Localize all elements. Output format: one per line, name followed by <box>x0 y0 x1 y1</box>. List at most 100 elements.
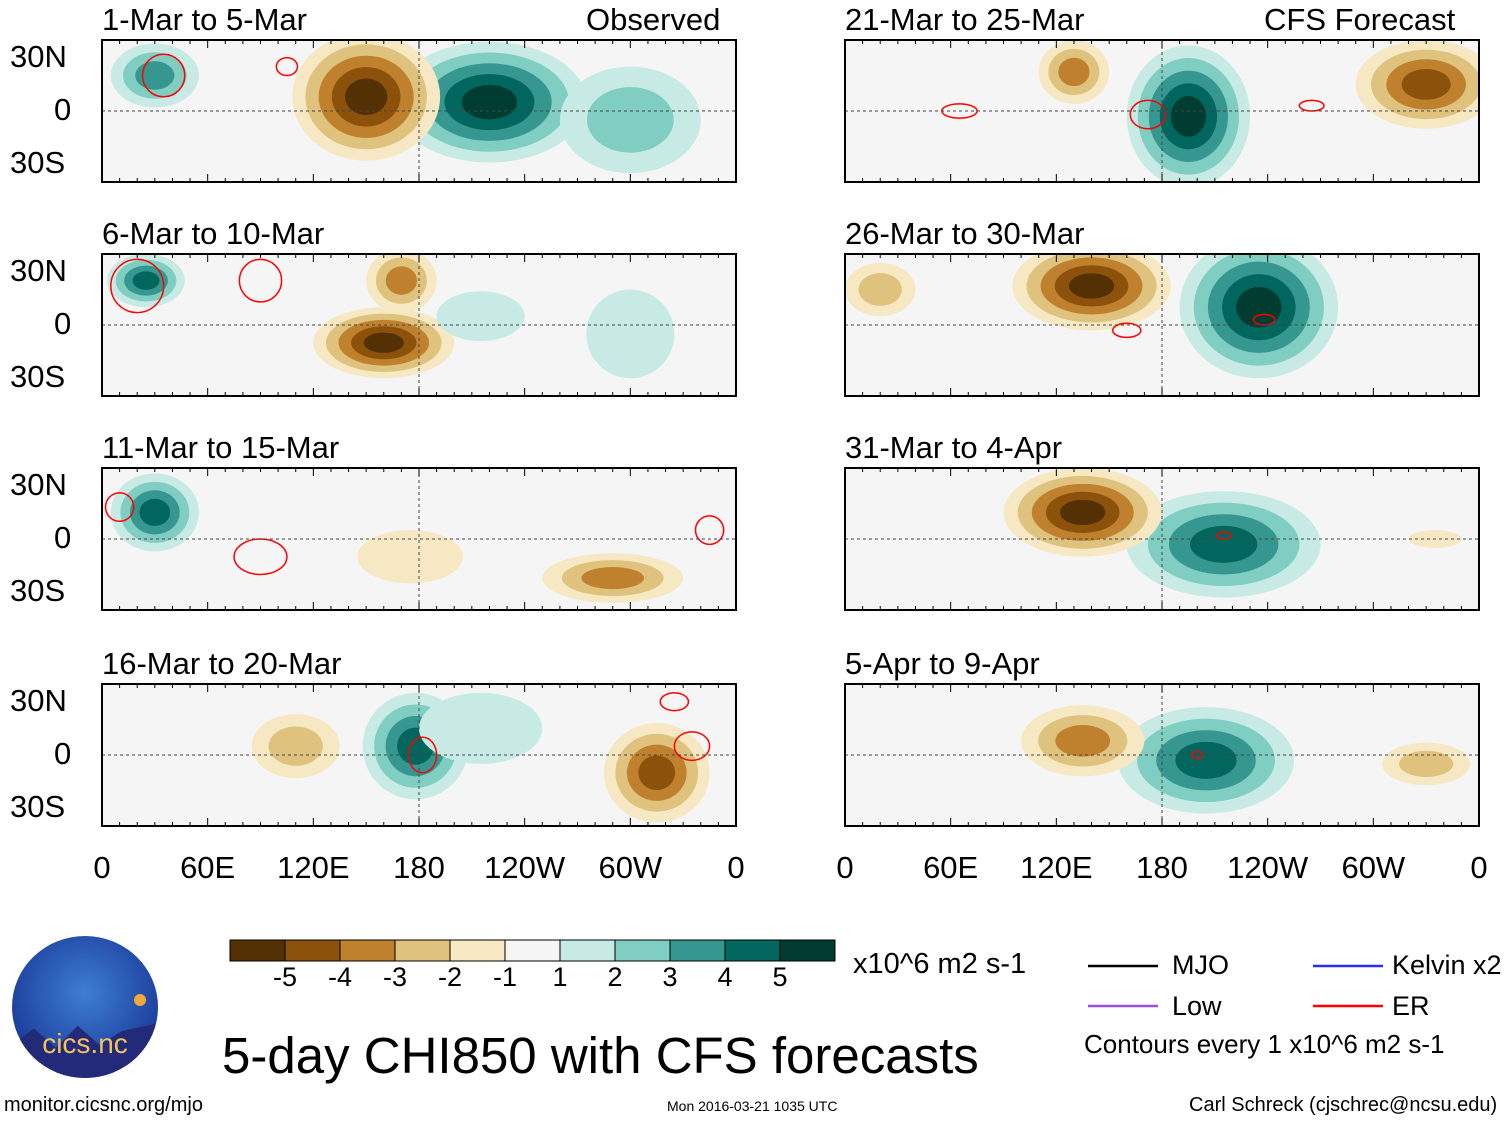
colorbar-swatch <box>559 939 616 962</box>
lat-tick-label: 30N <box>10 38 67 74</box>
er-contour <box>659 692 690 712</box>
map-panel <box>101 39 737 183</box>
er-contour <box>110 258 165 314</box>
colorbar-swatch <box>724 939 781 962</box>
er-contour <box>275 57 299 77</box>
anomaly-contour-fill <box>268 726 323 766</box>
legend-er-label: ER <box>1392 991 1430 1021</box>
colorbar-tick-label: -2 <box>437 962 463 992</box>
anomaly-contour-fill <box>638 755 676 791</box>
anomaly-contour-fill <box>419 692 543 764</box>
colorbar-tick-label: -4 <box>327 962 353 992</box>
colorbar-tick-label: -1 <box>492 962 518 992</box>
colorbar-swatch <box>779 939 836 962</box>
colorbar-swatch <box>449 939 506 962</box>
figure-title: 5-day CHI850 with CFS forecasts <box>222 1027 979 1084</box>
er-contour <box>141 53 186 98</box>
lat-tick-label: 0 <box>54 520 72 555</box>
map-panel <box>101 253 737 397</box>
map-panel <box>844 39 1480 183</box>
legend-kelvin-label: Kelvin x2 <box>1392 950 1502 980</box>
colorbar-swatch <box>339 939 396 962</box>
contour-note: Contours every 1 x10^6 m2 s-1 <box>1084 1029 1445 1059</box>
anomaly-contour-fill <box>581 567 645 590</box>
map-panel <box>101 467 737 611</box>
anomaly-contour-fill <box>1058 57 1090 87</box>
observed-label: Observed <box>586 2 721 37</box>
anomaly-contour-fill <box>1236 286 1282 328</box>
panel-title: 5-Apr to 9-Apr <box>845 646 1040 681</box>
er-contour <box>694 515 725 546</box>
anomaly-contour-fill <box>1175 741 1237 779</box>
lon-tick-label: 0 <box>727 850 745 885</box>
er-contour <box>1111 322 1142 339</box>
er-contour <box>1298 99 1325 112</box>
anomaly-contour-fill <box>1189 525 1258 563</box>
anomaly-contour-fill <box>1399 750 1454 777</box>
forecast-label: CFS Forecast <box>1264 2 1456 37</box>
colorbar-tick-label: 3 <box>662 962 678 992</box>
er-contour <box>104 492 135 522</box>
panel-title: 16-Mar to 20-Mar <box>102 646 342 681</box>
lat-tick-label: 0 <box>54 736 72 771</box>
anomaly-contour-fill <box>1060 499 1106 526</box>
lon-tick-label: 180 <box>393 850 445 885</box>
legend-mjo-label: MJO <box>1172 950 1229 980</box>
lat-tick-label: 30N <box>10 466 67 502</box>
anomaly-contour-fill <box>132 271 160 290</box>
anomaly-contour-fill <box>586 289 675 379</box>
anomaly-contour-fill <box>1068 273 1115 299</box>
colorbar-tick-label: 4 <box>717 962 733 992</box>
colorbar-swatch <box>669 939 726 962</box>
colorbar-swatch <box>504 939 561 962</box>
map-panel <box>101 683 737 827</box>
sun-icon <box>134 994 146 1006</box>
anomaly-contour-fill <box>357 530 464 584</box>
anomaly-contour-fill <box>385 266 418 295</box>
map-panel <box>844 683 1480 827</box>
lon-tick-label: 60W <box>1341 850 1406 885</box>
lon-tick-label: 120W <box>484 850 566 885</box>
lon-tick-label: 120E <box>277 850 350 885</box>
colorbar-swatch <box>394 939 451 962</box>
map-panel <box>844 253 1480 397</box>
anomaly-contour-fill <box>1055 725 1111 757</box>
anomaly-contour-fill <box>1401 68 1451 100</box>
panel-title: 31-Mar to 4-Apr <box>845 430 1063 465</box>
er-contour <box>673 731 711 762</box>
panel-title: 11-Mar to 15-Mar <box>102 430 340 465</box>
anomaly-contour-fill <box>586 87 674 153</box>
lat-tick-label: 30N <box>10 682 67 718</box>
panel-title: 6-Mar to 10-Mar <box>102 216 325 251</box>
colorbar-tick-label: 5 <box>772 962 788 992</box>
anomaly-contour-fill <box>1170 96 1207 137</box>
anomaly-contour-fill <box>461 84 518 120</box>
lon-tick-label: 0 <box>1470 850 1488 885</box>
footer-timestamp: Mon 2016-03-21 1035 UTC <box>667 1098 838 1114</box>
anomaly-contour-fill <box>363 332 404 353</box>
lat-tick-label: 30S <box>10 359 66 395</box>
lat-tick-label: 30N <box>10 252 67 288</box>
colorbar-tick-label: 1 <box>552 962 568 992</box>
colorbar-tick-label: -3 <box>382 962 408 992</box>
colorbar-swatch <box>614 939 671 962</box>
colorbar-swatch <box>229 939 286 962</box>
cicsnc-logo: cics.nc <box>12 936 158 1078</box>
lon-tick-label: 120E <box>1020 850 1093 885</box>
colorbar-tick-label: 2 <box>607 962 623 992</box>
er-contour <box>238 258 283 303</box>
map-panel <box>844 467 1480 611</box>
anomaly-contour-fill <box>135 61 175 90</box>
colorbar-unit: x10^6 m2 s-1 <box>853 948 1027 980</box>
panel-title: 1-Mar to 5-Mar <box>102 2 307 37</box>
anomaly-contour-fill <box>139 498 171 526</box>
footer-url[interactable]: monitor.cicsnc.org/mjo <box>4 1094 203 1116</box>
er-contour <box>1191 750 1204 760</box>
lon-tick-label: 60E <box>923 850 979 885</box>
colorbar-swatch <box>284 939 341 962</box>
lon-tick-label: 180 <box>1136 850 1188 885</box>
er-contour <box>1252 313 1276 326</box>
lon-tick-label: 0 <box>93 850 111 885</box>
anomaly-contour-fill <box>436 291 525 341</box>
lat-tick-label: 0 <box>54 92 72 127</box>
